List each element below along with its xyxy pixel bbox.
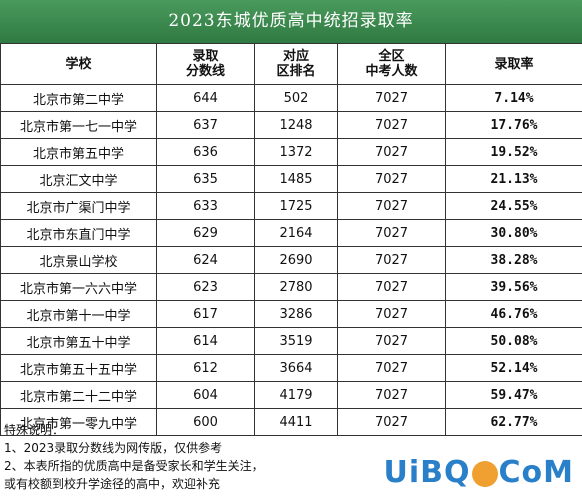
school-cell: 北京景山学校 xyxy=(0,246,157,274)
table-row: 北京市广渠门中学 633 1725 7027 24.55% xyxy=(0,192,582,220)
school-cell: 北京市第一零九中学 xyxy=(0,408,157,436)
total-cell: 7027 xyxy=(337,273,446,301)
table-row: 北京市第二十二中学 604 4179 7027 59.47% xyxy=(0,381,582,409)
header-rank: 对应 区排名 xyxy=(254,43,338,85)
school-cell: 北京市第二中学 xyxy=(0,84,157,112)
rank-cell: 1248 xyxy=(254,111,338,139)
rank-cell: 1485 xyxy=(254,165,338,193)
table-row: 北京市东直门中学 629 2164 7027 30.80% xyxy=(0,219,582,247)
rate-cell: 24.55% xyxy=(445,192,582,220)
school-cell: 北京市第五中学 xyxy=(0,138,157,166)
table-row: 北京市第一六六中学 623 2780 7027 39.56% xyxy=(0,273,582,301)
table-row: 北京市第五十中学 614 3519 7027 50.08% xyxy=(0,327,582,355)
header-row: 学校 录取 分数线 对应 区排名 全区 中考人数 录取率 xyxy=(0,43,582,85)
rank-cell: 2780 xyxy=(254,273,338,301)
header-rate: 录取率 xyxy=(445,43,582,85)
total-cell: 7027 xyxy=(337,138,446,166)
rate-cell: 59.47% xyxy=(445,381,582,409)
school-cell: 北京市第一六六中学 xyxy=(0,273,157,301)
rank-cell: 1725 xyxy=(254,192,338,220)
school-cell: 北京市东直门中学 xyxy=(0,219,157,247)
note-line: 2、本表所指的优质高中是备受家长和学生关注， xyxy=(4,459,264,473)
rank-cell: 4179 xyxy=(254,381,338,409)
header-school: 学校 xyxy=(0,43,157,85)
note-line: 1、2023录取分数线为网传版，仅供参考 xyxy=(4,441,223,455)
total-cell: 7027 xyxy=(337,192,446,220)
rate-cell: 52.14% xyxy=(445,354,582,382)
table-row: 北京市第十一中学 617 3286 7027 46.76% xyxy=(0,300,582,328)
score-cell: 636 xyxy=(156,138,255,166)
table-row: 北京市第五十五中学 612 3664 7027 52.14% xyxy=(0,354,582,382)
score-cell: 617 xyxy=(156,300,255,328)
total-cell: 7027 xyxy=(337,354,446,382)
table-row: 北京汇文中学 635 1485 7027 21.13% xyxy=(0,165,582,193)
score-cell: 637 xyxy=(156,111,255,139)
score-cell: 612 xyxy=(156,354,255,382)
total-cell: 7027 xyxy=(337,111,446,139)
total-cell: 7027 xyxy=(337,327,446,355)
rank-cell: 3664 xyxy=(254,354,338,382)
rank-cell: 502 xyxy=(254,84,338,112)
school-cell: 北京市第一七一中学 xyxy=(0,111,157,139)
rate-cell: 62.77% xyxy=(445,408,582,436)
notes-heading: 特殊说明： xyxy=(4,423,65,437)
school-cell: 北京市第二十二中学 xyxy=(0,381,157,409)
total-cell: 7027 xyxy=(337,219,446,247)
rate-cell: 39.56% xyxy=(445,273,582,301)
total-cell: 7027 xyxy=(337,408,446,436)
special-notes: 特殊说明： 1、2023录取分数线为网传版，仅供参考 2、本表所指的优质高中是备… xyxy=(4,421,404,493)
note-line: 或有校额到校升学途径的高中，欢迎补充 xyxy=(4,477,221,491)
table-row: 北京市第五中学 636 1372 7027 19.52% xyxy=(0,138,582,166)
table-title: 2023东城优质高中统招录取率 xyxy=(0,0,582,43)
watermark-text-2: CoM xyxy=(498,455,574,490)
total-cell: 7027 xyxy=(337,300,446,328)
score-cell: 624 xyxy=(156,246,255,274)
score-cell: 614 xyxy=(156,327,255,355)
score-cell: 644 xyxy=(156,84,255,112)
rank-cell: 3286 xyxy=(254,300,338,328)
table-row: 北京景山学校 624 2690 7027 38.28% xyxy=(0,246,582,274)
score-cell: 600 xyxy=(156,408,255,436)
rate-cell: 21.13% xyxy=(445,165,582,193)
total-cell: 7027 xyxy=(337,84,446,112)
school-cell: 北京市广渠门中学 xyxy=(0,192,157,220)
rate-cell: 46.76% xyxy=(445,300,582,328)
rank-cell: 1372 xyxy=(254,138,338,166)
school-cell: 北京汇文中学 xyxy=(0,165,157,193)
watermark-dot-icon xyxy=(471,460,498,487)
rank-cell: 3519 xyxy=(254,327,338,355)
table-row: 北京市第一零九中学 600 4411 7027 62.77% xyxy=(0,408,582,436)
rank-cell: 2164 xyxy=(254,219,338,247)
rank-cell: 2690 xyxy=(254,246,338,274)
rate-cell: 30.80% xyxy=(445,219,582,247)
score-cell: 635 xyxy=(156,165,255,193)
total-cell: 7027 xyxy=(337,165,446,193)
table-row: 北京市第二中学 644 502 7027 7.14% xyxy=(0,84,582,112)
score-cell: 629 xyxy=(156,219,255,247)
rate-cell: 38.28% xyxy=(445,246,582,274)
header-score: 录取 分数线 xyxy=(156,43,255,85)
school-cell: 北京市第五十中学 xyxy=(0,327,157,355)
watermark-text: UiBQ xyxy=(383,455,471,490)
score-cell: 633 xyxy=(156,192,255,220)
total-cell: 7027 xyxy=(337,381,446,409)
rate-cell: 50.08% xyxy=(445,327,582,355)
score-cell: 604 xyxy=(156,381,255,409)
table-row: 北京市第一七一中学 637 1248 7027 17.76% xyxy=(0,111,582,139)
total-cell: 7027 xyxy=(337,246,446,274)
admission-table: 学校 录取 分数线 对应 区排名 全区 中考人数 录取率 北京市第二中学 644 502 7… xyxy=(0,43,582,436)
rate-cell: 17.76% xyxy=(445,111,582,139)
score-cell: 623 xyxy=(156,273,255,301)
site-watermark: UiBQ CoM xyxy=(384,455,575,490)
rate-cell: 7.14% xyxy=(445,84,582,112)
school-cell: 北京市第五十五中学 xyxy=(0,354,157,382)
header-total: 全区 中考人数 xyxy=(337,43,446,85)
rate-cell: 19.52% xyxy=(445,138,582,166)
school-cell: 北京市第十一中学 xyxy=(0,300,157,328)
